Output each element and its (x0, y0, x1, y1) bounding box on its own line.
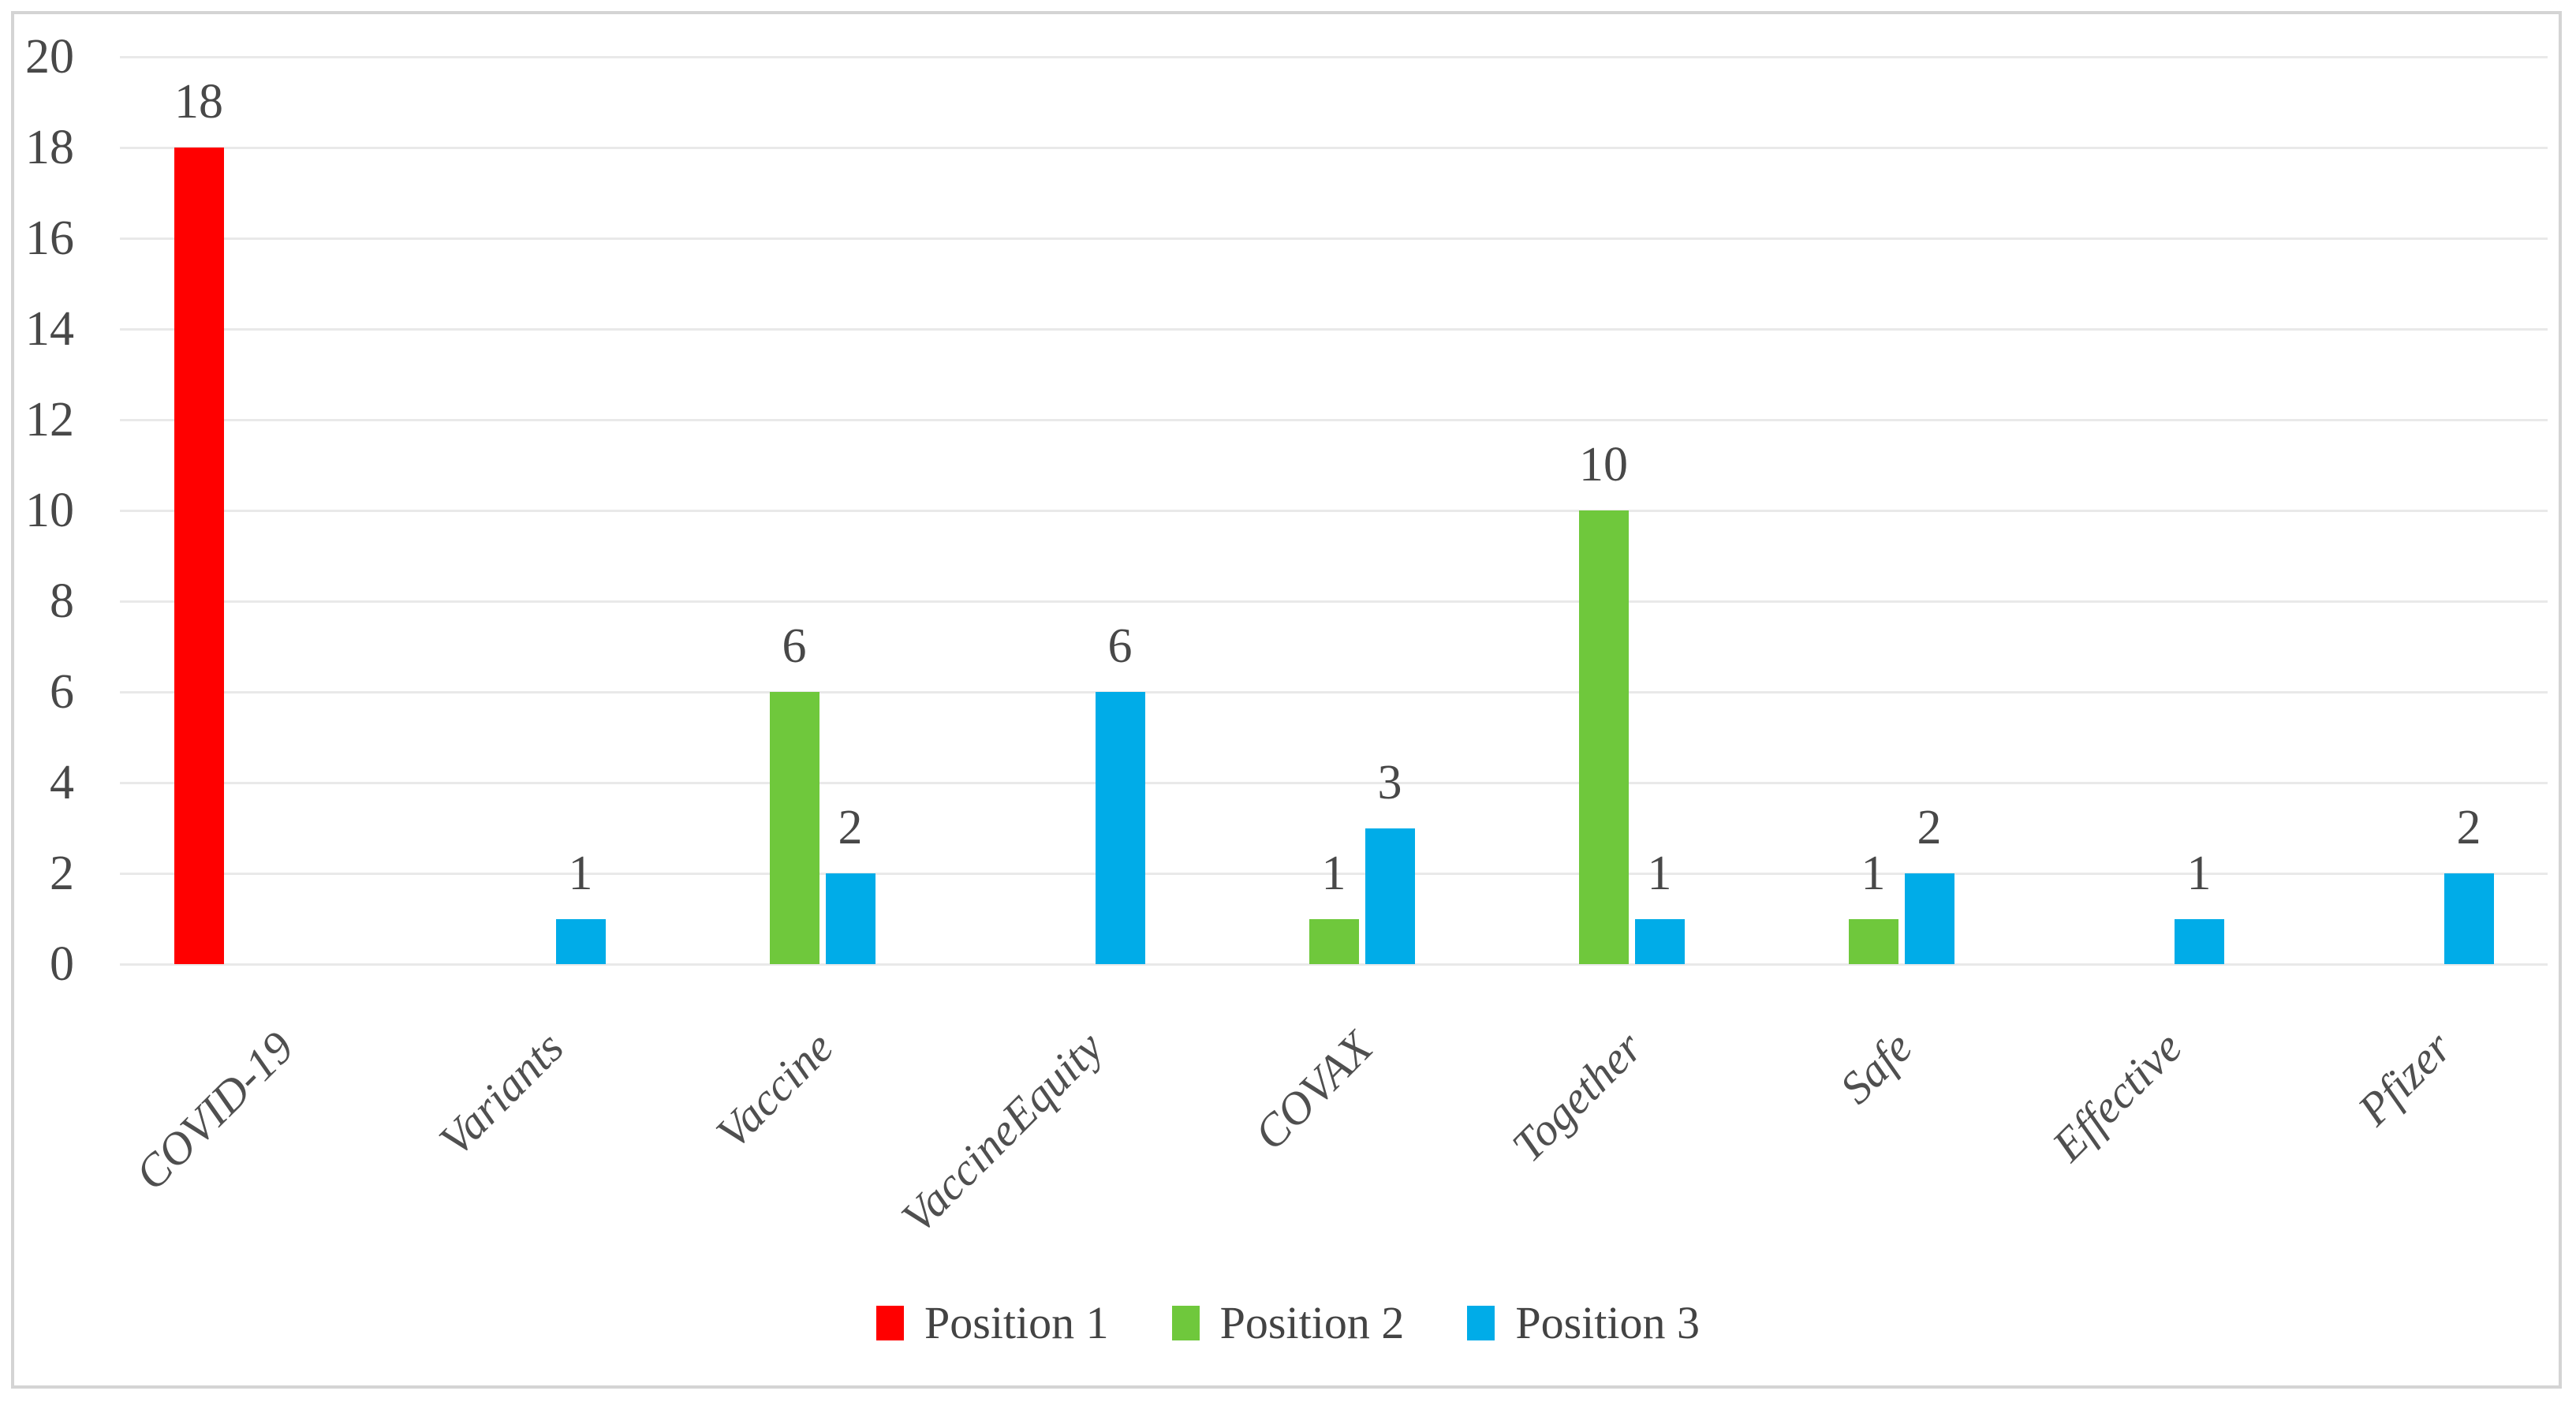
value-label-position-3-vaccineequity: 6 (1107, 619, 1133, 673)
gridline-12 (120, 419, 2548, 421)
gridline-8 (120, 600, 2548, 603)
legend-label-position-1: Position 1 (924, 1297, 1109, 1348)
y-axis-label-20: 20 (25, 30, 74, 84)
bar-position-2-vaccine (769, 692, 819, 964)
y-axis-label-6: 6 (50, 665, 74, 719)
gridline-18 (120, 147, 2548, 149)
y-axis-label-18: 18 (25, 121, 74, 174)
value-label-position-3-together: 1 (1647, 846, 1672, 900)
bar-position-3-vaccine (825, 873, 875, 964)
y-axis-label-16: 16 (25, 211, 74, 265)
legend-swatch-position-2 (1171, 1306, 1200, 1340)
gridline-14 (120, 328, 2548, 331)
legend-item-position-1: Position 1 (875, 1297, 1109, 1348)
legend-label-position-2: Position 2 (1219, 1297, 1405, 1348)
bar-position-1-covid-19 (174, 148, 224, 964)
value-label-position-2-vaccine: 6 (782, 619, 807, 673)
legend-swatch-position-1 (875, 1306, 904, 1340)
y-axis-label-0: 0 (50, 937, 74, 991)
chart-border-frame (11, 11, 2562, 1389)
bar-position-2-covax (1309, 918, 1359, 964)
value-label-position-2-together: 10 (1579, 438, 1628, 492)
gridline-16 (120, 237, 2548, 240)
bar-position-3-pfizer (2443, 873, 2494, 964)
value-label-position-1-covid-19: 18 (174, 75, 223, 129)
value-label-position-3-vaccine: 2 (838, 801, 863, 854)
y-axis-label-14: 14 (25, 302, 74, 356)
value-label-position-3-covax: 3 (1377, 755, 1402, 809)
value-label-position-3-effective: 1 (2186, 846, 2212, 900)
legend-item-position-2: Position 2 (1171, 1297, 1405, 1348)
bar-position-3-covax (1365, 828, 1415, 964)
value-label-position-2-safe: 1 (1861, 846, 1886, 900)
bar-position-3-vaccineequity (1095, 692, 1145, 964)
bar-position-2-together (1578, 510, 1629, 964)
value-label-position-3-variants: 1 (568, 846, 593, 900)
legend: Position 1 Position 2 Position 3 (0, 1300, 2576, 1346)
legend-item-position-3: Position 3 (1467, 1300, 1700, 1346)
y-axis-label-8: 8 (50, 574, 74, 628)
y-axis-label-10: 10 (25, 484, 74, 537)
legend-swatch-position-3 (1467, 1306, 1495, 1340)
value-label-position-3-pfizer: 2 (2456, 801, 2481, 854)
value-label-position-2-covax: 1 (1321, 846, 1346, 900)
y-axis-label-2: 2 (50, 847, 74, 900)
legend-label-position-3: Position 3 (1515, 1297, 1700, 1348)
bar-position-3-safe (1904, 873, 1954, 964)
bar-position-2-safe (1848, 918, 1898, 964)
bar-position-3-effective (2174, 918, 2224, 964)
gridline-0 (120, 963, 2548, 966)
y-axis-label-4: 4 (50, 756, 74, 809)
gridline-6 (120, 691, 2548, 694)
bar-position-3-together (1634, 918, 1685, 964)
gridline-10 (120, 510, 2548, 512)
y-axis-label-12: 12 (25, 393, 74, 447)
gridline-20 (120, 56, 2548, 58)
bar-position-3-variants (555, 918, 606, 964)
gridline-2 (120, 873, 2548, 875)
gridline-4 (120, 782, 2548, 784)
value-label-position-3-safe: 2 (1917, 801, 1942, 854)
